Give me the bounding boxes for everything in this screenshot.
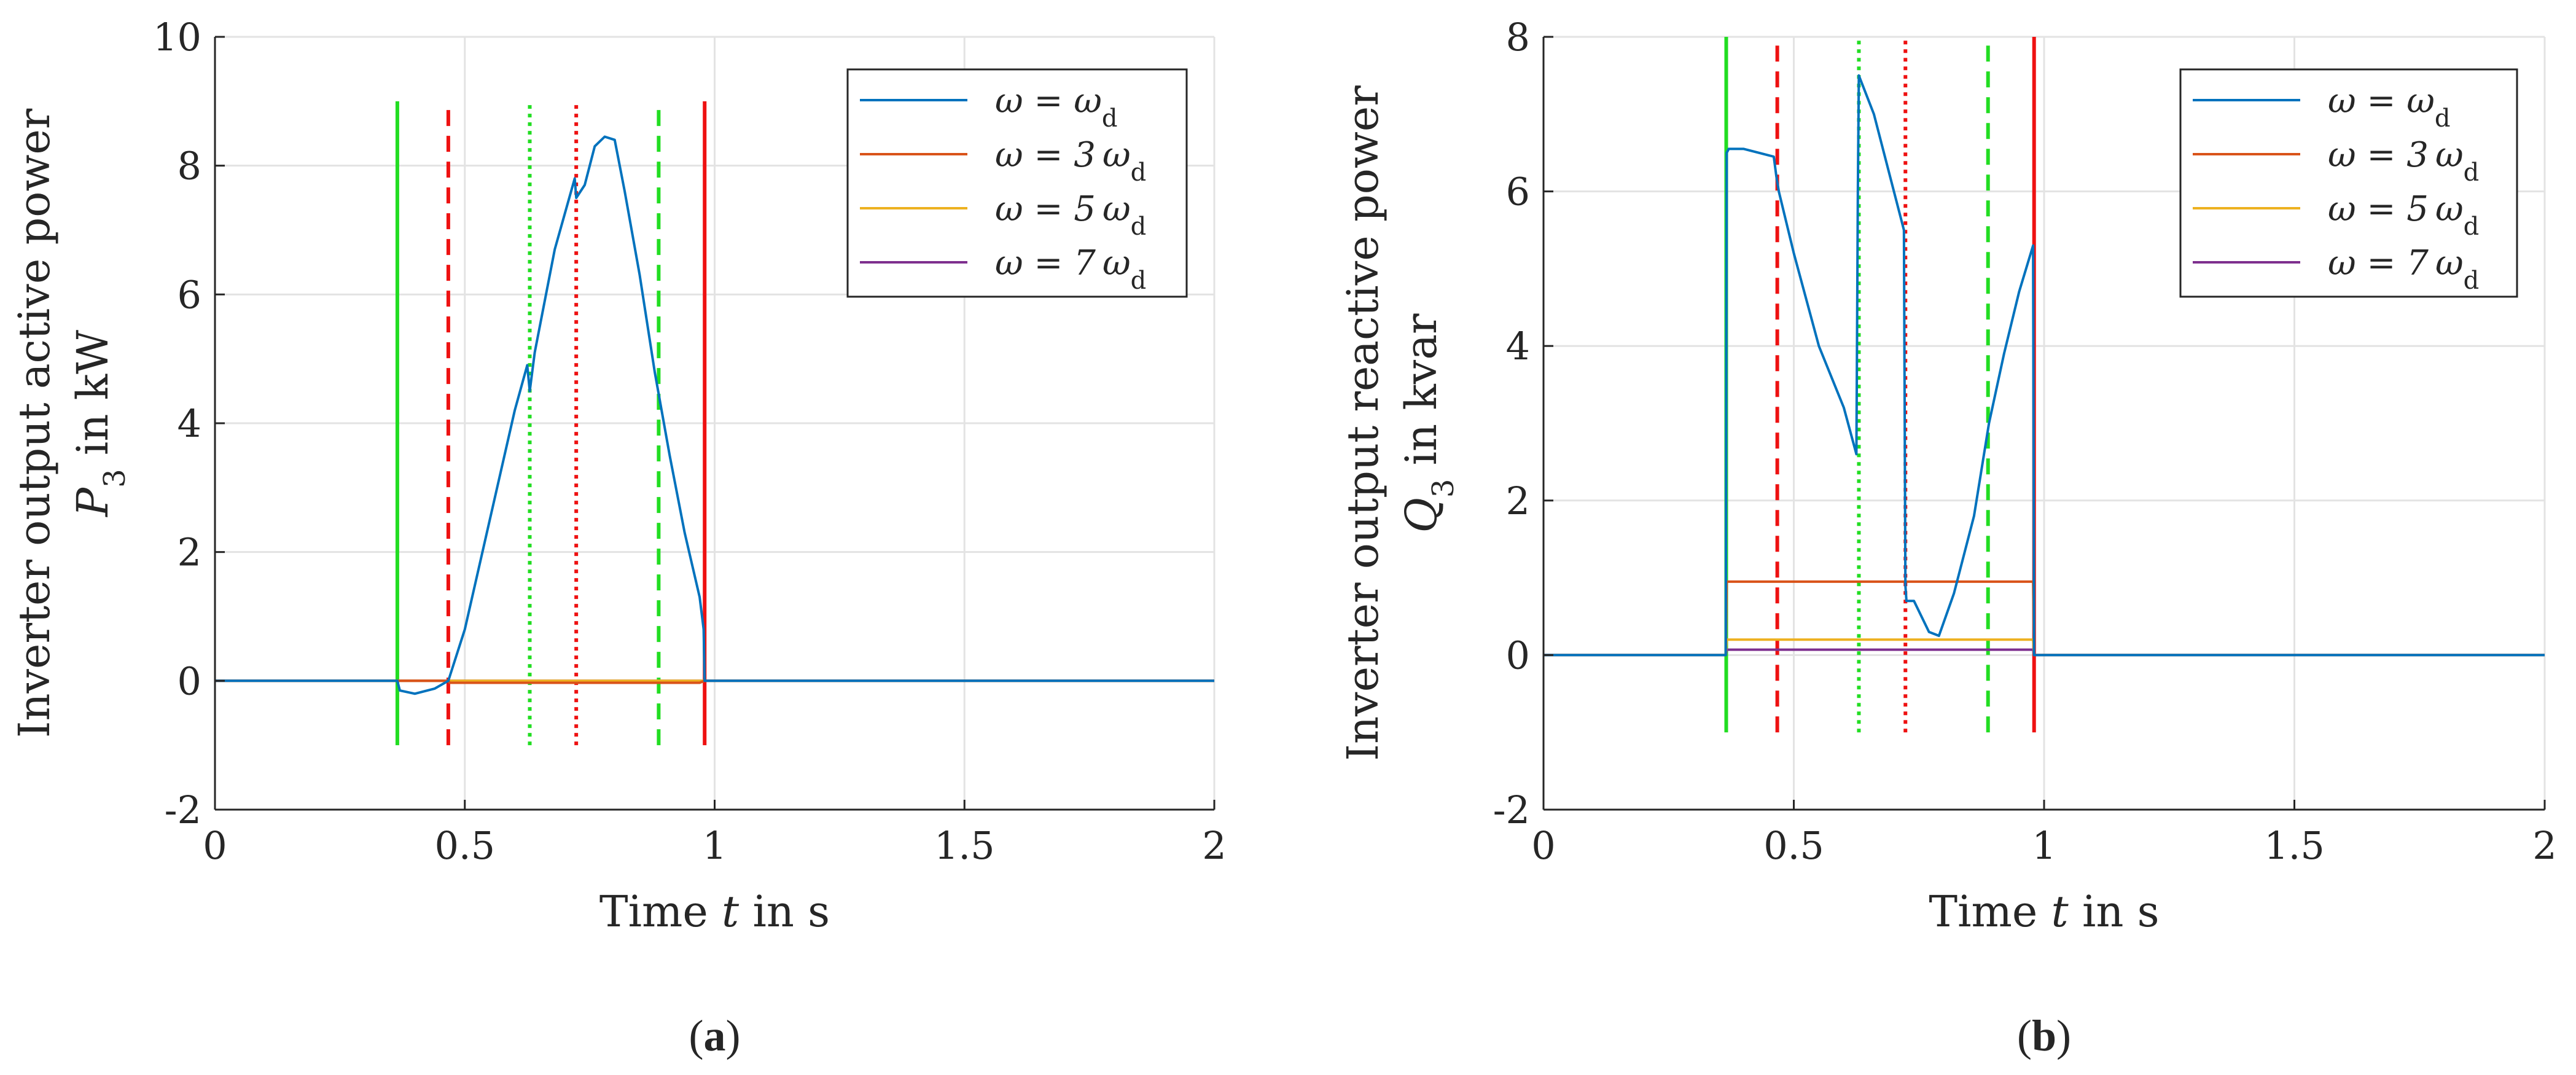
x-tick-label: 0 xyxy=(1531,823,1555,868)
legend: ω = ωdω = 3 ωdω = 5 ωdω = 7 ωd xyxy=(846,68,1188,298)
legend-box xyxy=(846,68,1188,298)
series-line-0 xyxy=(215,135,1214,695)
y-tick-label: 10 xyxy=(153,15,201,60)
y-tick-label: 2 xyxy=(178,530,201,575)
x-tick-label: 1 xyxy=(703,823,727,868)
y-tick-label: 6 xyxy=(1506,170,1530,214)
x-axis-label: Time t in s xyxy=(599,886,830,937)
x-tick-label: 1.5 xyxy=(2264,823,2325,868)
y-axis-label-line1: Inverter output reactive power xyxy=(1338,85,1388,761)
y-tick-label: 8 xyxy=(1506,15,1530,60)
y-tick-label: 4 xyxy=(178,401,201,446)
y-axis-label-line1: Inverter output active power xyxy=(9,108,60,738)
legend-box xyxy=(2179,68,2518,298)
panel-label: (a) xyxy=(689,1011,741,1060)
panel-label: (b) xyxy=(2017,1011,2071,1060)
x-tick-label: 1.5 xyxy=(934,823,995,868)
y-tick-label: 4 xyxy=(1506,324,1530,369)
legend-entry-3: ω = 7 ωd xyxy=(995,243,1146,295)
y-tick-label: 0 xyxy=(1506,633,1530,678)
x-tick-label: 0 xyxy=(203,823,227,868)
y-tick-label: -2 xyxy=(165,788,201,832)
legend-entry-1: ω = 3 ωd xyxy=(995,135,1146,187)
y-tick-label: 8 xyxy=(178,144,201,189)
legend-entry-0: ω = ωd xyxy=(995,81,1117,133)
legend-entry-2: ω = 5 ωd xyxy=(2328,189,2479,241)
legend-entry-3: ω = 7 ωd xyxy=(2328,243,2479,295)
legend-entry-0: ω = ωd xyxy=(2328,81,2450,133)
y-tick-label: 2 xyxy=(1506,479,1530,523)
y-tick-label: -2 xyxy=(1493,788,1530,832)
x-tick-label: 2 xyxy=(2532,823,2556,868)
y-axis-label-line2: P3 in kW xyxy=(68,330,132,518)
series-line-0 xyxy=(1544,74,2545,657)
y-tick-label: 6 xyxy=(178,272,201,317)
legend-entry-2: ω = 5 ωd xyxy=(995,189,1146,241)
x-tick-label: 1 xyxy=(2032,823,2056,868)
legend-entry-1: ω = 3 ωd xyxy=(2328,135,2479,187)
x-axis-label: Time t in s xyxy=(1929,886,2159,937)
x-tick-label: 2 xyxy=(1202,823,1226,868)
legend: ω = ωdω = 3 ωdω = 5 ωdω = 7 ωd xyxy=(2179,68,2518,298)
x-tick-label: 0.5 xyxy=(1763,823,1824,868)
y-tick-label: 0 xyxy=(178,659,201,703)
y-axis-label-line2: Q3 in kvar xyxy=(1396,313,1461,533)
x-tick-label: 0.5 xyxy=(434,823,495,868)
